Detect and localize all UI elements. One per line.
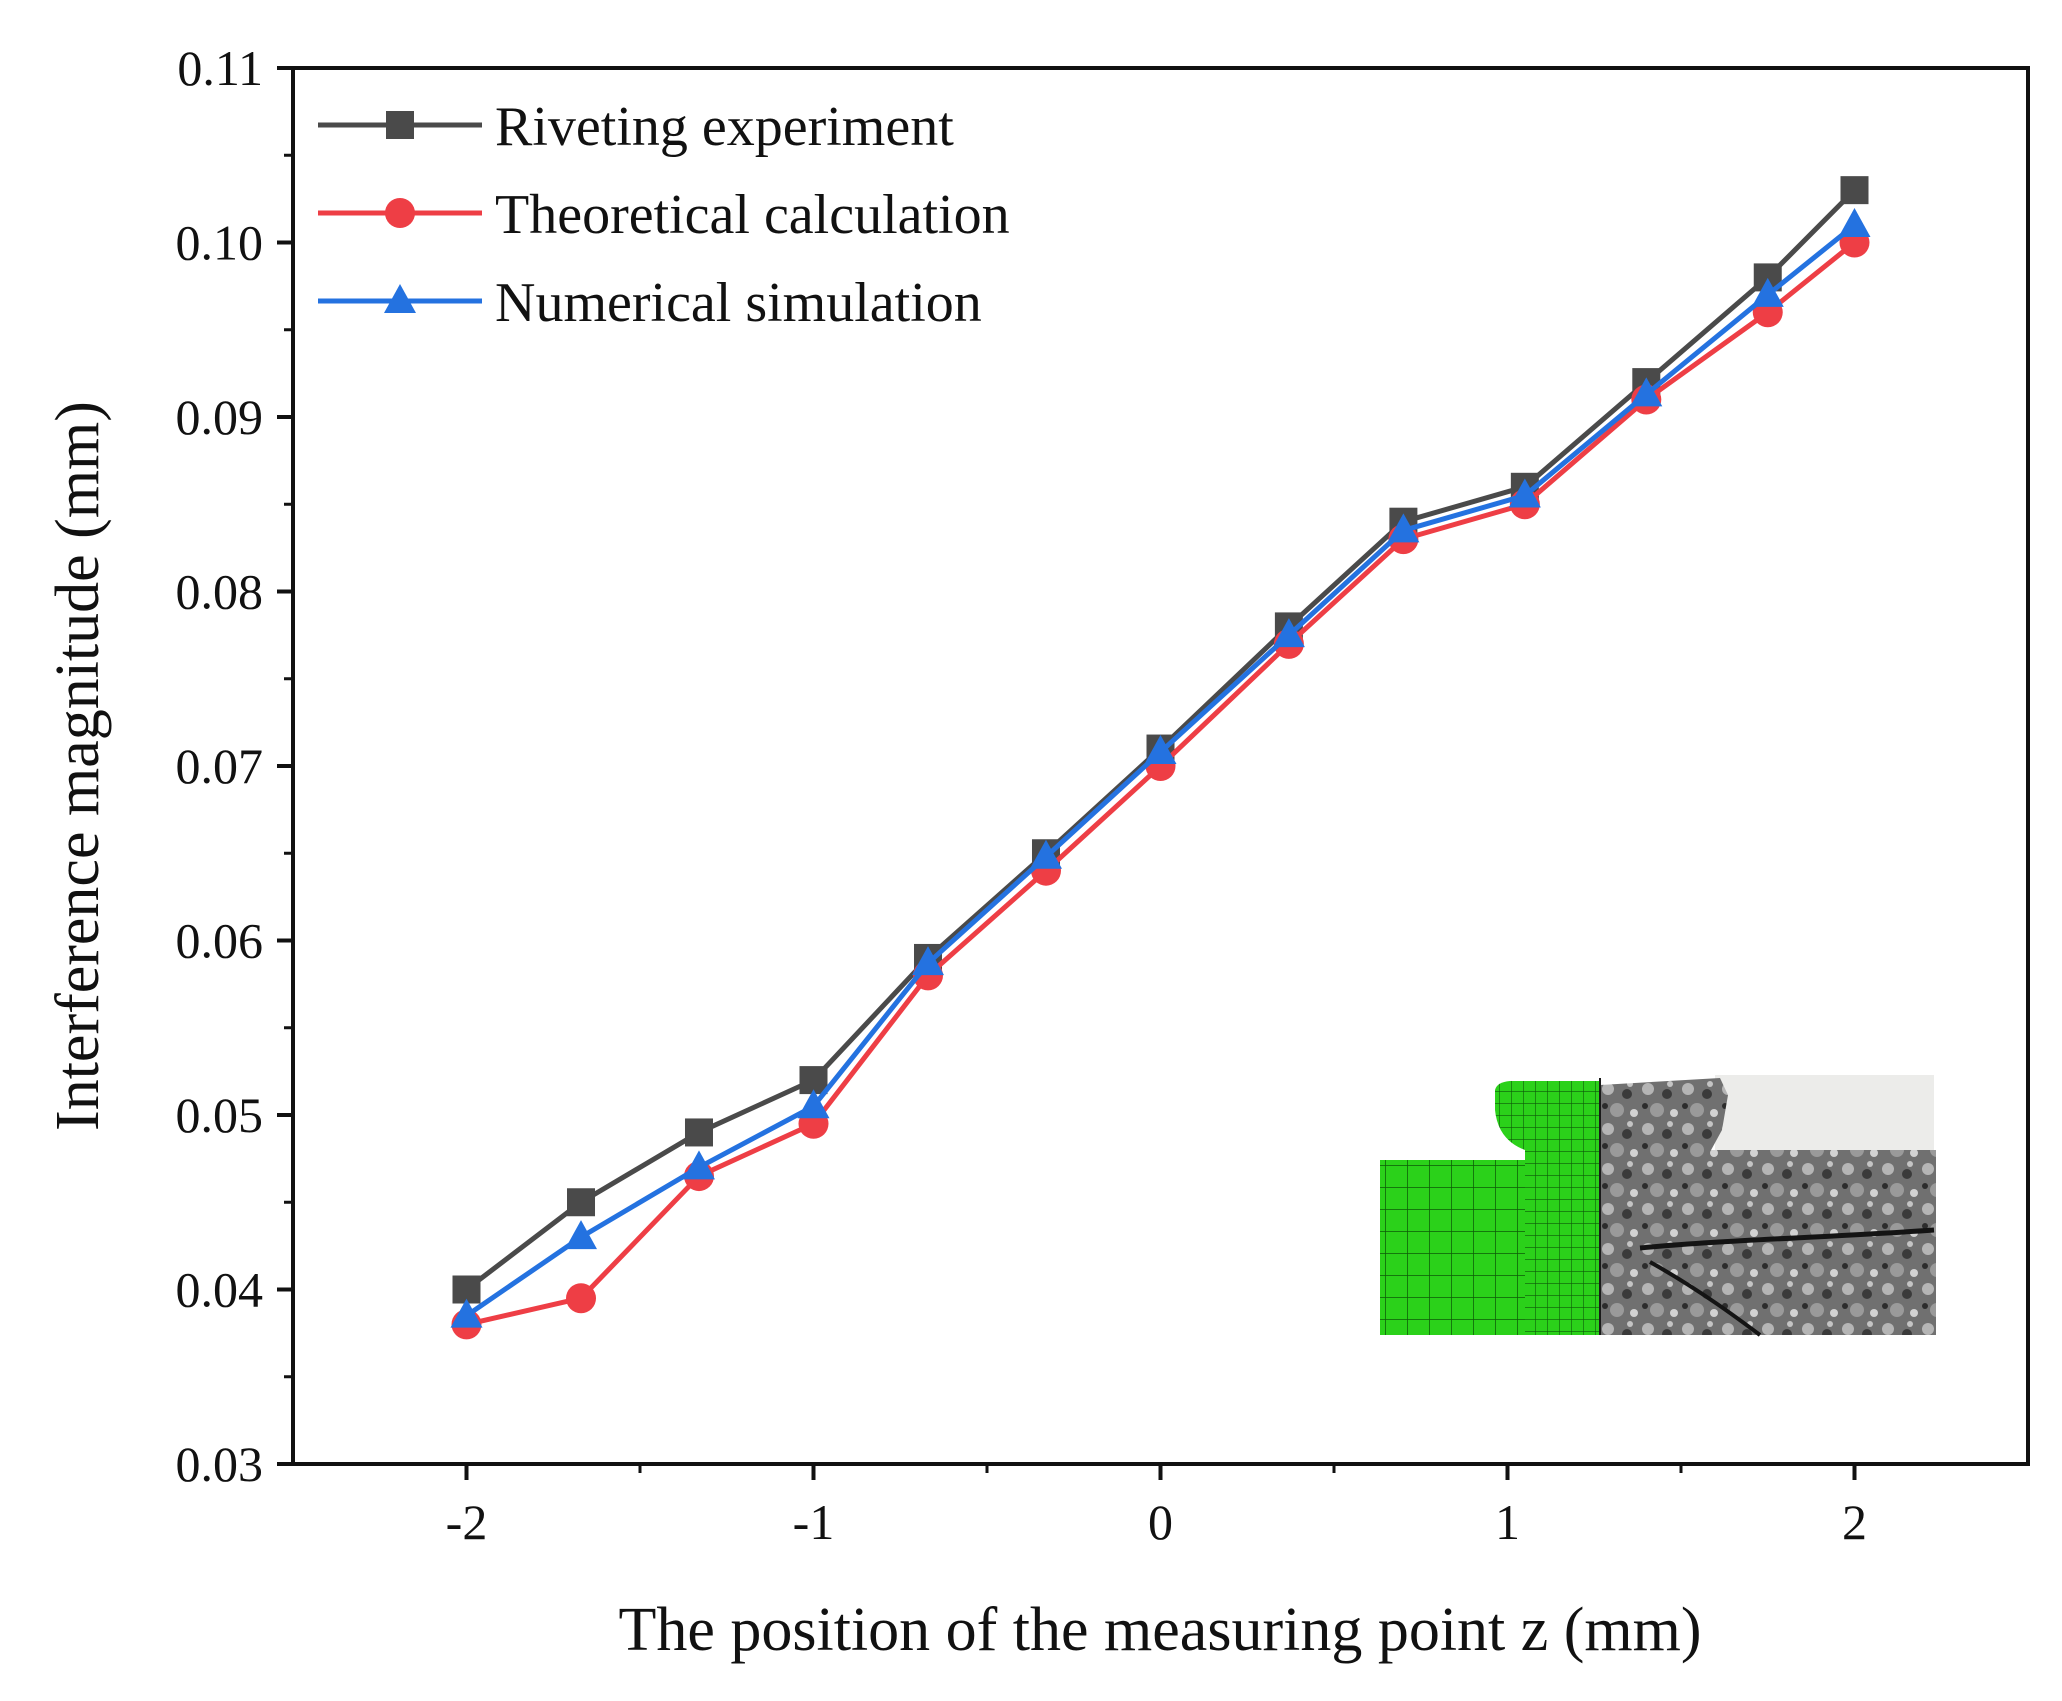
legend-label: Theoretical calculation [495,184,1010,246]
data-point-theoretical-calculation [566,1283,597,1314]
x-tick-label: 2 [1842,1494,1867,1550]
data-point-numerical-simulation [1751,277,1784,307]
inset-photo-crack [1639,1227,1935,1251]
inset-photo-sheet [1600,1150,1936,1335]
inset-mesh-rivet-head [1495,1081,1600,1150]
legend-item-theoretical-calculation: Theoretical calculation [318,184,1010,246]
data-point-numerical-simulation [682,1150,715,1180]
y-tick-label: 0.06 [176,913,264,969]
y-tick-label: 0.11 [177,40,263,96]
y-tick-labels: 0.03 0.04 0.05 0.06 0.07 0.08 0.09 0.10 … [176,40,264,1492]
data-point-numerical-simulation [1144,735,1177,765]
data-point-numerical-simulation [450,1298,483,1328]
data-point-numerical-simulation [1630,377,1663,407]
data-point-riveting-experiment [567,1188,596,1217]
data-point-numerical-simulation [1508,478,1541,508]
y-tick-label: 0.09 [176,389,264,445]
data-point-numerical-simulation [1387,513,1420,543]
data-point-riveting-experiment [1840,176,1869,205]
inset-photo-crack [1649,1260,1762,1337]
axis-ticks [277,66,1857,1480]
inset-mesh-micrograph [1380,1075,1936,1337]
x-tick-label: -2 [446,1494,488,1550]
data-point-numerical-simulation [565,1220,598,1250]
data-point-numerical-simulation [1272,618,1305,648]
y-tick-label: 0.08 [176,564,264,620]
series-layer [450,176,1871,1340]
y-tick-label: 0.04 [176,1262,264,1318]
x-tick-label: 0 [1148,1494,1173,1550]
x-axis-title: The position of the measuring point z (m… [618,1596,1701,1664]
data-point-numerical-simulation [1029,839,1062,869]
y-tick-label: 0.10 [176,215,264,271]
legend-label: Numerical simulation [495,272,982,334]
legend-marker-triangle [384,284,416,313]
legend-marker-circle [385,198,415,228]
x-tick-labels: -2 -1 0 1 2 [446,1494,1867,1550]
series-numerical-simulation [450,208,1871,1328]
y-tick-label: 0.05 [176,1087,264,1143]
inset-photo-background [1715,1075,1934,1150]
y-tick-label: 0.03 [176,1436,264,1492]
x-tick-label: 1 [1495,1494,1520,1550]
legend-item-numerical-simulation: Numerical simulation [318,272,982,334]
y-axis-title: Interference magnitude (mm) [44,401,112,1131]
inset-mesh-fillet [1525,1240,1600,1335]
data-point-riveting-experiment [684,1118,713,1147]
legend-item-riveting-experiment: Riveting experiment [318,96,954,158]
data-point-numerical-simulation [912,946,945,976]
data-point-numerical-simulation [1838,208,1871,238]
legend-marker-square [386,111,414,139]
data-point-numerical-simulation [797,1089,830,1119]
legend-label: Riveting experiment [495,96,954,158]
y-tick-label: 0.07 [176,738,264,794]
legend: Riveting experiment Theoretical calculat… [318,96,1010,334]
x-tick-label: -1 [793,1494,835,1550]
inset-photo-rivet-head [1600,1078,1728,1152]
